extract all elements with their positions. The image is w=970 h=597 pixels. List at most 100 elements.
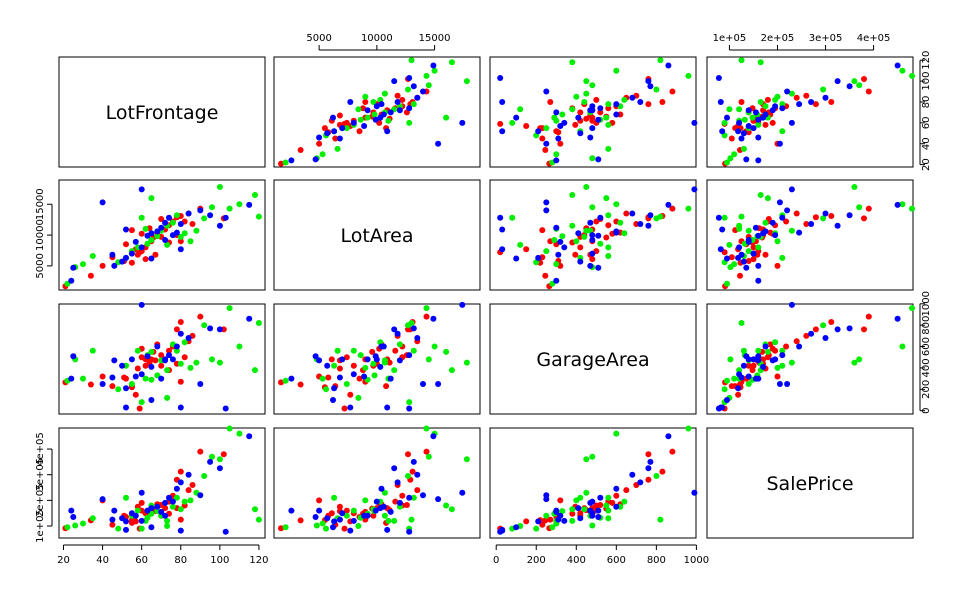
point-blue-22-panel-3-2 xyxy=(430,315,437,322)
point-red-25-panel-2-1 xyxy=(158,216,165,222)
point-blue-16-panel-3-2 xyxy=(373,356,380,363)
point-red-33-panel-2-1 xyxy=(99,262,106,269)
point-red-33-panel-1-3 xyxy=(557,140,564,147)
point-blue-9-panel-1-4 xyxy=(788,119,795,126)
point-green-24-panel-1-3 xyxy=(657,57,664,64)
point-green-10-panel-2-3 xyxy=(559,233,566,240)
point-green-7-panel-4-1 xyxy=(134,507,141,514)
point-green-5-panel-4-1 xyxy=(123,494,129,501)
point-green-7-panel-3-1 xyxy=(134,347,141,354)
point-red-15-panel-1-3 xyxy=(645,101,652,108)
point-blue-5-panel-3-1 xyxy=(119,362,126,369)
point-blue-5-panel-3-2 xyxy=(324,362,331,369)
point-blue-16-panel-4-2 xyxy=(373,498,380,505)
point-blue-28-panel-2-3 xyxy=(587,262,594,269)
point-green-20-panel-1-2 xyxy=(463,78,470,85)
point-blue-8-panel-1-2 xyxy=(361,123,368,129)
point-blue-3-panel-3-4 xyxy=(776,381,783,387)
point-blue-22-panel-4-1 xyxy=(246,433,253,440)
point-blue-5-panel-1-3 xyxy=(577,130,584,137)
point-green-17-panel-4-2 xyxy=(381,489,388,496)
point-green-18-panel-1-2 xyxy=(405,86,411,93)
point-blue-27-panel-1-2 xyxy=(347,99,354,105)
point-blue-30-panel-4-1 xyxy=(173,485,180,492)
point-green-21-panel-2-4 xyxy=(909,205,915,212)
point-blue-9-panel-4-2 xyxy=(459,489,466,496)
point-blue-2-panel-4-3 xyxy=(595,514,602,520)
point-green-26-panel-3-1 xyxy=(142,375,149,382)
variable-label-lotfrontage: LotFrontage xyxy=(106,102,219,124)
point-blue-18-panel-4-3 xyxy=(629,471,636,478)
point-green-7-panel-3-4 xyxy=(755,347,762,354)
point-green-15-panel-1-2 xyxy=(370,99,377,105)
tick-label-bottom-garagearea-4: 600 xyxy=(607,555,626,566)
point-red-17-panel-1-2 xyxy=(399,96,406,103)
point-red-13-panel-3-1 xyxy=(166,347,172,354)
point-green-12-panel-2-3 xyxy=(569,222,576,229)
point-green-23-panel-1-2 xyxy=(448,59,455,66)
point-red-2-panel-4-2 xyxy=(297,517,304,524)
point-green-29-panel-3-4 xyxy=(774,364,781,371)
point-blue-7-panel-2-1 xyxy=(128,250,135,257)
point-green-25-panel-4-1 xyxy=(138,525,145,532)
point-blue-21-panel-1-4 xyxy=(834,78,841,85)
point-blue-29-panel-2-3 xyxy=(497,214,504,221)
point-blue-13-panel-1-2 xyxy=(387,109,394,116)
point-green-25-panel-3-1 xyxy=(138,399,145,406)
point-blue-6-panel-1-4 xyxy=(735,128,742,135)
point-red-27-panel-2-4 xyxy=(728,254,735,261)
point-green-9-panel-1-2 xyxy=(364,114,371,121)
point-red-20-panel-1-4 xyxy=(865,88,872,95)
point-blue-13-panel-2-1 xyxy=(158,224,165,231)
point-red-11-panel-3-4 xyxy=(745,362,752,369)
point-green-23-panel-4-1 xyxy=(252,506,258,513)
point-blue-30-panel-4-2 xyxy=(378,485,385,492)
point-blue-26-panel-4-2 xyxy=(364,512,371,519)
point-green-15-panel-3-2 xyxy=(370,360,377,367)
point-red-15-panel-2-4 xyxy=(812,214,819,221)
point-blue-20-panel-4-3 xyxy=(647,458,654,465)
point-red-18-panel-4-2 xyxy=(414,487,421,494)
point-green-4-panel-1-3 xyxy=(605,145,612,152)
point-blue-8-panel-3-2 xyxy=(361,373,368,380)
point-blue-12-panel-2-4 xyxy=(762,228,769,235)
point-green-14-panel-3-4 xyxy=(779,347,786,354)
point-blue-20-panel-2-1 xyxy=(207,212,214,219)
point-green-15-panel-4-1 xyxy=(177,506,184,513)
point-blue-24-panel-3-4 xyxy=(724,397,730,403)
tick-label-right-garagearea-2: 200 xyxy=(921,380,932,399)
tick-label-bottom-garagearea-3: 400 xyxy=(567,555,586,566)
point-blue-29-panel-4-2 xyxy=(406,528,413,535)
point-green-5-panel-2-4 xyxy=(779,254,786,261)
point-red-21-panel-1-3 xyxy=(589,117,596,124)
point-green-18-panel-3-1 xyxy=(201,322,208,329)
point-green-13-panel-2-4 xyxy=(762,219,769,226)
point-red-25-panel-3-1 xyxy=(158,352,165,359)
point-green-29-panel-1-2 xyxy=(362,93,369,100)
point-red-2-panel-2-3 xyxy=(542,272,549,279)
point-blue-15-panel-1-2 xyxy=(406,105,413,112)
point-green-24-panel-3-1 xyxy=(255,320,262,326)
point-blue-6-panel-2-1 xyxy=(123,254,129,261)
point-blue-29-panel-2-1 xyxy=(222,214,229,221)
point-blue-21-panel-4-2 xyxy=(391,465,398,472)
point-green-6-panel-3-4 xyxy=(745,381,752,387)
point-blue-13-panel-1-3 xyxy=(553,109,560,116)
point-blue-10-panel-1-2 xyxy=(372,116,379,123)
point-blue-18-panel-2-4 xyxy=(822,210,829,217)
point-red-20-panel-4-2 xyxy=(423,448,430,455)
point-green-6-panel-3-1 xyxy=(128,381,135,387)
point-blue-29-panel-4-3 xyxy=(497,528,504,535)
point-blue-22-panel-3-1 xyxy=(246,315,253,322)
point-blue-29-panel-1-3 xyxy=(497,75,504,81)
point-green-23-panel-2-1 xyxy=(252,192,258,198)
point-green-10-panel-1-3 xyxy=(559,111,566,118)
point-blue-23-panel-2-4 xyxy=(736,244,743,251)
point-blue-27-panel-2-4 xyxy=(717,246,724,253)
point-blue-19-panel-4-2 xyxy=(420,492,426,499)
point-blue-10-panel-1-3 xyxy=(595,116,602,123)
point-blue-22-panel-1-2 xyxy=(430,62,437,69)
point-blue-3-panel-3-2 xyxy=(435,381,442,387)
point-blue-17-panel-4-3 xyxy=(637,479,644,486)
point-green-22-panel-1-3 xyxy=(613,67,620,74)
